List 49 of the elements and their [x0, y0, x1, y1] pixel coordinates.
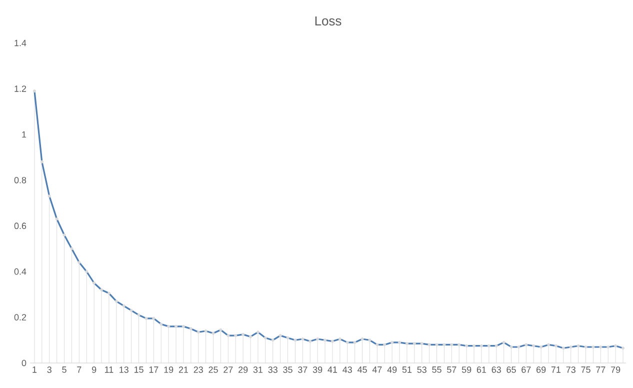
x-tick-label: 73 [566, 366, 576, 373]
x-tick-label: 57 [447, 366, 456, 373]
x-tick-label: 29 [238, 366, 248, 373]
y-tick-label: 1 [22, 131, 26, 138]
x-tick-label: 75 [581, 366, 590, 373]
x-tick-label: 51 [402, 366, 412, 373]
x-tick-label: 65 [506, 366, 516, 373]
x-tick-label: 21 [178, 366, 188, 373]
x-tick-label: 53 [417, 366, 426, 373]
x-tick-label: 69 [536, 366, 546, 373]
y-tick-label: 0.6 [14, 222, 26, 230]
x-tick-label: 35 [283, 366, 292, 373]
y-tick-label: 0.2 [14, 314, 26, 320]
x-tick-label: 27 [224, 366, 233, 373]
y-tick-label: 0 [22, 360, 26, 366]
x-tick-label: 49 [387, 366, 397, 373]
x-tick-label: 67 [522, 366, 531, 373]
x-tick-label: 45 [357, 366, 367, 373]
x-tick-label: 39 [312, 366, 322, 373]
y-tick-label: 1.4 [14, 40, 26, 46]
x-tick-label: 13 [120, 366, 128, 373]
x-tick-label: 37 [298, 366, 308, 373]
x-tick-label: 25 [208, 366, 218, 373]
y-tick-label: 0.4 [14, 268, 26, 275]
x-tick-label: 15 [134, 366, 144, 373]
chart-title: Loss [315, 16, 342, 26]
x-tick-label: 61 [476, 366, 486, 373]
x-tick-label: 63 [492, 366, 501, 373]
x-tick-label: 9 [92, 366, 96, 373]
x-tick-label: 41 [328, 366, 338, 373]
x-tick-label: 33 [268, 366, 278, 373]
x-tick-label: 7 [77, 366, 82, 373]
x-tick-label: 59 [462, 366, 472, 373]
x-tick-label: 77 [596, 366, 606, 373]
x-tick-label: 71 [551, 366, 561, 373]
x-tick-label: 5 [62, 366, 66, 373]
x-tick-label: 11 [105, 366, 114, 373]
x-tick-label: 3 [47, 366, 52, 373]
y-tick-label: 0.8 [14, 176, 26, 184]
y-tick-label: 1.2 [14, 86, 26, 92]
x-tick-label: 55 [432, 366, 442, 373]
x-tick-label: 1 [32, 366, 37, 373]
x-tick-label: 47 [372, 366, 382, 373]
x-tick-label: 79 [611, 366, 620, 373]
x-tick-label: 23 [194, 366, 203, 373]
x-tick-label: 17 [149, 366, 158, 373]
x-tick-label: 43 [342, 366, 352, 373]
x-tick-label: 19 [164, 366, 174, 373]
x-tick-label: 31 [253, 366, 263, 373]
